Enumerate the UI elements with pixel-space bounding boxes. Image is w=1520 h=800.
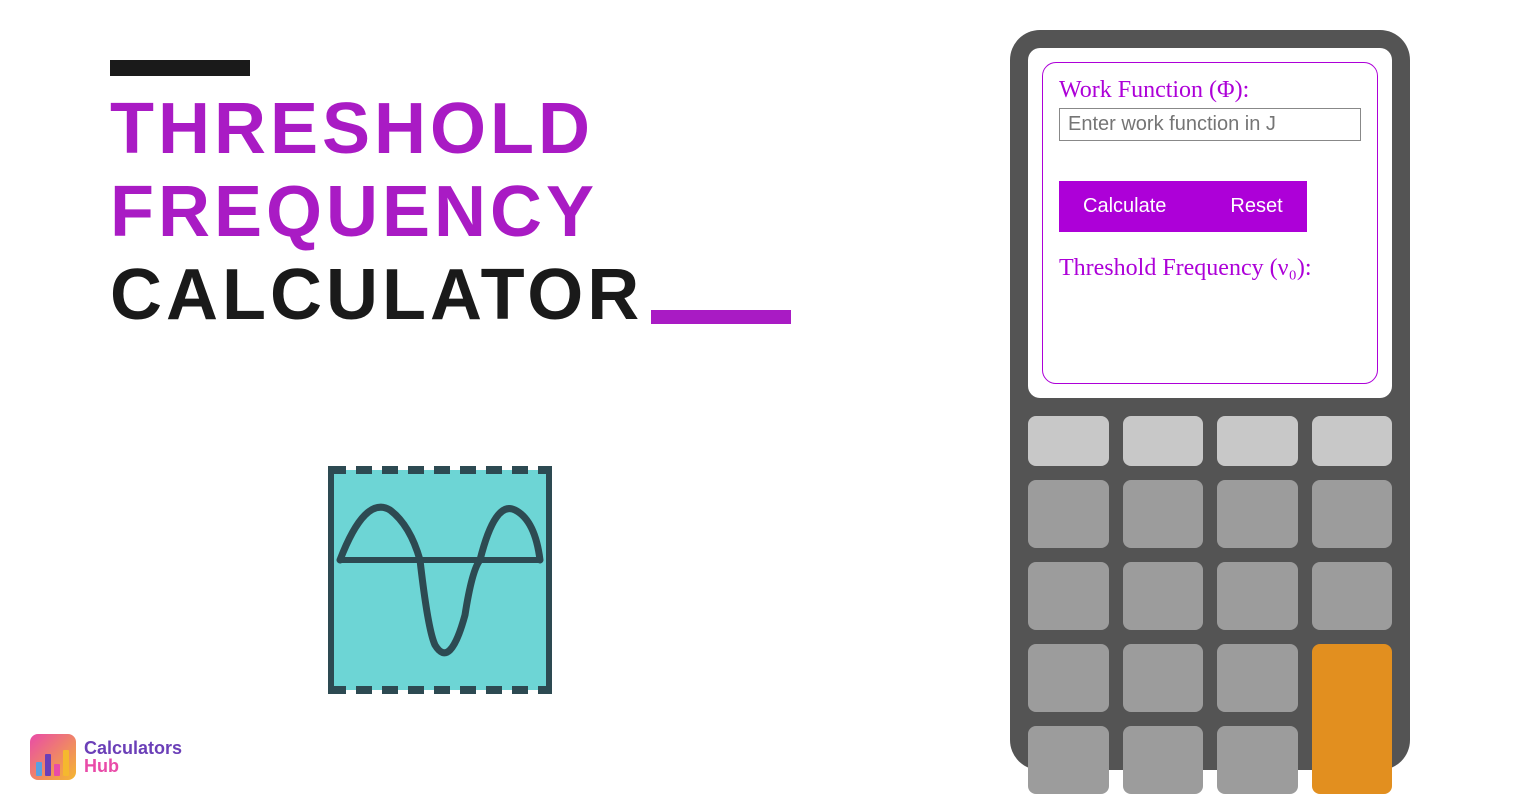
calculator-keypad <box>1028 416 1392 794</box>
logo-bar <box>36 762 42 776</box>
logo-text-line2: Hub <box>84 757 182 775</box>
calc-key <box>1217 644 1298 712</box>
logo-icon <box>30 734 76 780</box>
calc-key <box>1028 644 1109 712</box>
calc-key <box>1123 480 1204 548</box>
calc-key <box>1028 480 1109 548</box>
logo-bar <box>54 764 60 776</box>
calc-key <box>1028 416 1109 466</box>
logo-text: Calculators Hub <box>84 739 182 775</box>
logo-bar <box>63 750 69 776</box>
title-block: THRESHOLD FREQUENCY CALCULATOR <box>110 60 791 336</box>
calc-key-equals <box>1312 644 1393 794</box>
reset-button[interactable]: Reset <box>1206 181 1306 232</box>
title-line-1: THRESHOLD <box>110 88 791 171</box>
threshold-frequency-label: Threshold Frequency (ν₀): <box>1059 252 1361 286</box>
calc-key <box>1217 480 1298 548</box>
title-line-3: CALCULATOR <box>110 254 643 337</box>
calculators-hub-logo: Calculators Hub <box>30 734 182 780</box>
title-top-bar <box>110 60 250 76</box>
calc-key <box>1123 416 1204 466</box>
work-function-label: Work Function (Φ): <box>1059 77 1361 104</box>
calculate-button[interactable]: Calculate <box>1059 181 1206 232</box>
logo-bar <box>45 754 51 776</box>
calc-key <box>1123 726 1204 794</box>
calc-key <box>1217 416 1298 466</box>
form-panel: Work Function (Φ): Calculate Reset Thres… <box>1042 62 1378 384</box>
calc-key <box>1217 726 1298 794</box>
calculator-screen: Work Function (Φ): Calculate Reset Thres… <box>1028 48 1392 398</box>
calc-key <box>1028 562 1109 630</box>
title-line-2: FREQUENCY <box>110 171 791 254</box>
calc-key <box>1312 562 1393 630</box>
calc-key <box>1028 726 1109 794</box>
calc-key <box>1123 562 1204 630</box>
calc-key <box>1312 480 1393 548</box>
calc-key <box>1217 562 1298 630</box>
calculator-device: Work Function (Φ): Calculate Reset Thres… <box>1010 30 1410 770</box>
calc-key <box>1312 416 1393 466</box>
work-function-input[interactable] <box>1059 108 1361 141</box>
wave-frequency-icon <box>320 460 560 705</box>
logo-text-line1: Calculators <box>84 739 182 757</box>
calc-key <box>1123 644 1204 712</box>
title-bottom-bar <box>651 310 791 324</box>
